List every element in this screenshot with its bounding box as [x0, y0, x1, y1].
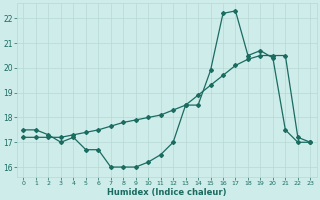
X-axis label: Humidex (Indice chaleur): Humidex (Indice chaleur) [107, 188, 227, 197]
